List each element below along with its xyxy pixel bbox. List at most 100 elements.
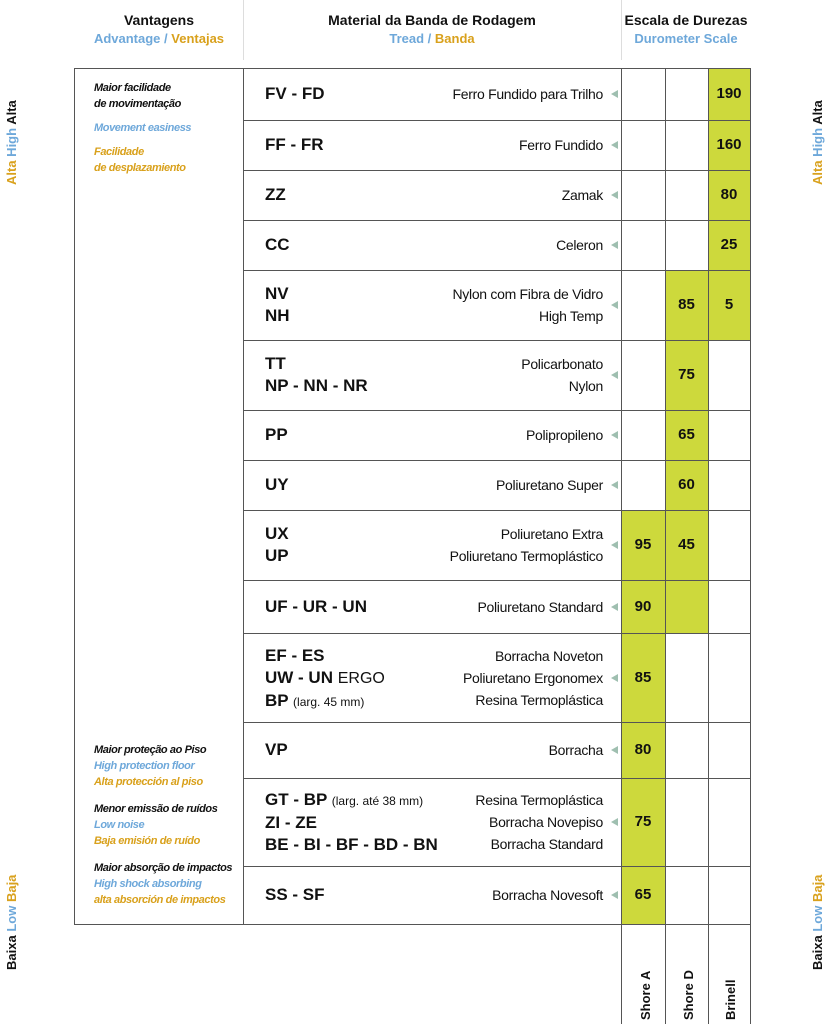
material: Resina Termoplástica — [475, 691, 603, 708]
code-line: PP — [265, 424, 288, 446]
arrow — [611, 301, 618, 309]
tread-en: Tread — [389, 31, 425, 46]
row-line — [243, 778, 751, 779]
material: Nylon — [568, 378, 604, 394]
high-label: Alta High Alta — [810, 99, 825, 185]
code-line: VP — [265, 739, 288, 761]
code: UP — [265, 546, 289, 565]
materials: Poliuretano Super — [496, 474, 603, 496]
column-line — [74, 68, 75, 924]
codes: TT NP - NN - NR — [265, 353, 368, 397]
materials: Poliuretano Extra Poliuretano Termoplásti… — [449, 523, 604, 567]
code-line: SS - SF — [265, 884, 325, 906]
column-line — [665, 68, 666, 1024]
low-pt: Baixa — [810, 935, 825, 970]
row-line — [243, 580, 751, 581]
row-line — [243, 220, 751, 221]
materials: Zamak — [562, 184, 604, 206]
code: ZI - ZE — [265, 813, 317, 832]
arrow — [611, 141, 618, 149]
arrow — [611, 481, 618, 489]
codes: UX UP — [265, 523, 289, 567]
scale-band — [621, 510, 665, 924]
low-es: Baja — [810, 874, 825, 902]
material: Poliuretano Ergonomex — [462, 669, 603, 686]
material: Borracha — [548, 742, 604, 758]
hardness-value: 65 — [634, 886, 652, 903]
scale-title: Escala de Durezas — [624, 12, 748, 28]
materials: Ferro Fundido para Trilho — [453, 83, 604, 105]
hardness-value: 160 — [716, 136, 742, 153]
high-en: High — [4, 128, 19, 157]
row-line — [243, 170, 751, 171]
code-line: FF - FR — [265, 134, 324, 156]
materials: Nylon com Fibra de Vidro High Temp — [453, 283, 604, 327]
row-line — [243, 722, 751, 723]
code-line: FV - FD — [265, 83, 325, 105]
code-line: UY — [265, 474, 289, 496]
material: Poliuretano Termoplástico — [449, 548, 604, 564]
advantage-pt: de movimentação — [94, 98, 181, 110]
low-label: Baixa Low Baja — [810, 874, 825, 970]
code: VP — [265, 740, 288, 759]
materials: Resina Termoplástica Borracha Novepiso Bor… — [475, 789, 603, 855]
codes: SS - SF — [265, 884, 325, 906]
codes: ZZ — [265, 184, 286, 206]
code-note: (larg. 45 mm) — [293, 694, 365, 709]
hardness-value: 25 — [720, 236, 738, 253]
code: UF - UR - UN — [265, 596, 367, 616]
low-en: Low — [810, 905, 825, 932]
material: Poliuretano Extra — [500, 526, 604, 542]
code-line: UX — [265, 523, 289, 545]
tread-es: Banda — [434, 31, 475, 46]
scale-band — [665, 270, 708, 633]
high-label: Alta High Alta — [4, 99, 19, 185]
row-line — [74, 924, 751, 925]
advantage-es: Alta protección al piso — [94, 776, 203, 788]
material: Policarbonato — [521, 356, 603, 372]
low-en: Low — [4, 905, 19, 932]
row-line — [243, 120, 751, 121]
column-line — [708, 68, 709, 1024]
code-line: CC — [265, 234, 290, 256]
row-line — [243, 340, 751, 341]
advantage-en: Movement easiness — [94, 122, 192, 134]
code: NV — [265, 284, 289, 303]
code: FF - FR — [265, 135, 324, 154]
code-note: (larg. até 38 mm) — [331, 794, 424, 808]
row-line — [243, 866, 751, 867]
materials: Celeron — [556, 234, 603, 256]
codes: PP — [265, 424, 288, 446]
arrow — [611, 191, 618, 199]
material: Borracha Novesoft — [492, 887, 603, 903]
code: UY — [265, 475, 289, 494]
tread-title: Material da Banda de Rodagem — [328, 12, 536, 28]
material: Celeron — [556, 237, 603, 253]
code-line: NV — [265, 283, 290, 305]
hardness-value: 60 — [678, 476, 695, 493]
code: TT — [265, 354, 286, 373]
materials: Polipropileno — [526, 424, 603, 446]
row-line — [243, 410, 751, 411]
code-line: BE - BI - BF - BD - BN — [265, 834, 438, 856]
row-line — [243, 270, 751, 271]
code: FV - FD — [265, 84, 325, 103]
material: Resina Termoplástica — [475, 792, 603, 808]
advantage-pt: Maior facilidade — [94, 82, 171, 94]
separator: / — [164, 31, 168, 46]
code: CC — [265, 235, 290, 254]
materials: Borracha Novesoft — [492, 884, 603, 906]
code: NP - NN - NR — [265, 376, 368, 395]
arrow — [611, 371, 618, 379]
code-line: UW - UN ERGO — [265, 667, 385, 690]
high-pt: Alta — [4, 99, 19, 124]
advantage: Maior facilidade de movimentação Movement … — [94, 80, 192, 176]
arrow — [611, 90, 618, 98]
codes: FV - FD — [265, 83, 325, 105]
arrow — [611, 673, 618, 682]
materials: Ferro Fundido — [519, 134, 603, 156]
arrow — [611, 431, 618, 439]
advantages-en: Advantage — [93, 31, 161, 46]
code: BP — [265, 690, 289, 710]
material: Borracha Novepiso — [489, 814, 603, 830]
